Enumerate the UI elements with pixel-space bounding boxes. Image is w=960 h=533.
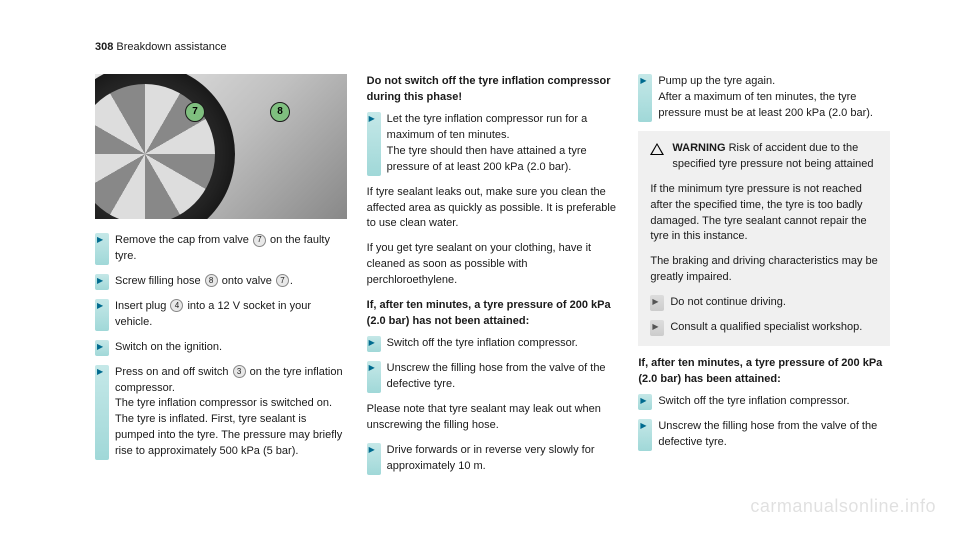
step-arrow-icon — [367, 336, 381, 352]
step-item: Unscrew the filling hose from the valve … — [638, 419, 890, 451]
step-item: Pump up the tyre again. After a maximum … — [638, 74, 890, 122]
bold-heading: If, after ten minutes, a tyre pressure o… — [367, 298, 619, 330]
step-item: Insert plug 4 into a 12 V socket in your… — [95, 299, 347, 331]
step-arrow-icon — [638, 74, 652, 122]
bold-heading: If, after ten minutes, a tyre pressure o… — [638, 356, 890, 388]
page-number: 308 — [95, 41, 113, 53]
warning-box: WARNING Risk of accident due to the spec… — [638, 131, 890, 346]
step-arrow-icon — [638, 394, 652, 410]
callout-7: 7 — [185, 102, 205, 122]
column-1: 7 8 Remove the cap from valve 7 on the f… — [95, 74, 347, 484]
warning-para: If the minimum tyre pressure is not reac… — [650, 182, 878, 246]
step-item: Do not continue driving. — [650, 295, 878, 311]
step-arrow-icon — [367, 112, 381, 176]
inline-ref-8: 8 — [205, 274, 218, 287]
inline-ref-4: 4 — [170, 299, 183, 312]
inline-ref-7: 7 — [253, 234, 266, 247]
callout-8: 8 — [270, 102, 290, 122]
paragraph: If you get tyre sealant on your clothing… — [367, 241, 619, 289]
step-arrow-icon — [367, 443, 381, 475]
step-arrow-icon — [367, 361, 381, 393]
step-item: Screw filling hose 8 onto valve 7. — [95, 274, 347, 290]
step-arrow-icon — [95, 299, 109, 331]
step-arrow-icon — [650, 320, 664, 336]
inline-ref-3: 3 — [233, 365, 246, 378]
column-3: Pump up the tyre again. After a maximum … — [638, 74, 890, 484]
tyre-valve-figure: 7 8 — [95, 74, 347, 219]
step-arrow-icon — [650, 295, 664, 311]
step-item: Drive forwards or in reverse very slowly… — [367, 443, 619, 475]
step-item: Press on and off switch 3 on the tyre in… — [95, 365, 347, 461]
step-item: Let the tyre inflation compressor run fo… — [367, 112, 619, 176]
step-item: Switch on the ignition. — [95, 340, 347, 356]
inline-ref-7: 7 — [276, 274, 289, 287]
warning-label: WARNING — [672, 142, 725, 154]
step-item: Remove the cap from valve 7 on the fault… — [95, 233, 347, 265]
step-arrow-icon — [95, 340, 109, 356]
column-2: Do not switch off the tyre inflation com… — [367, 74, 619, 484]
step-item: Switch off the tyre inflation compressor… — [638, 394, 890, 410]
step-arrow-icon — [638, 419, 652, 451]
paragraph: Please note that tyre sealant may leak o… — [367, 402, 619, 434]
step-arrow-icon — [95, 233, 109, 265]
warning-para: The braking and driving characteristics … — [650, 254, 878, 286]
page-header: 308 Breakdown assistance — [95, 40, 890, 56]
step-item: Switch off the tyre inflation compressor… — [367, 336, 619, 352]
step-arrow-icon — [95, 274, 109, 290]
step-arrow-icon — [95, 365, 109, 461]
watermark: carmanualsonline.info — [750, 493, 936, 519]
section-title: Breakdown assistance — [116, 41, 226, 53]
warning-triangle-icon — [650, 143, 664, 155]
paragraph: If tyre sealant leaks out, make sure you… — [367, 185, 619, 233]
step-item: Consult a qualified specialist workshop. — [650, 320, 878, 336]
step-item: Unscrew the filling hose from the valve … — [367, 361, 619, 393]
bold-note: Do not switch off the tyre inflation com… — [367, 74, 619, 106]
